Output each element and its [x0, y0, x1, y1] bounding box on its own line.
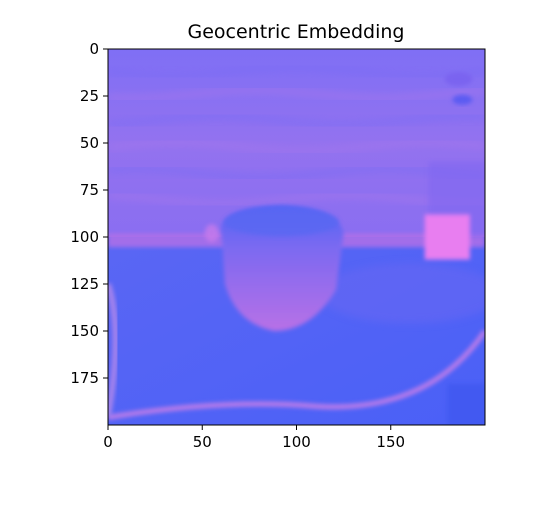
y-tick-label: 175	[70, 369, 99, 387]
y-tick-label: 25	[80, 87, 99, 105]
wall-stripe	[108, 112, 485, 129]
x-tick-label: 150	[376, 433, 405, 451]
y-tick-label: 150	[70, 322, 99, 340]
y-tick-label: 50	[80, 134, 99, 152]
object-top	[224, 207, 339, 236]
y-tick-label: 125	[70, 275, 99, 293]
wall-fixture	[452, 94, 473, 105]
object-shadow	[204, 224, 219, 243]
left-edge	[108, 283, 119, 417]
y-tick-label: 100	[70, 228, 99, 246]
table-shading	[319, 263, 485, 324]
wall-fixture	[444, 72, 473, 87]
dark-corner	[447, 383, 485, 425]
table-rim	[108, 329, 485, 420]
x-tick-label: 100	[282, 433, 311, 451]
x-axis: 0 50 100 150	[103, 425, 405, 451]
wall-stripe	[108, 165, 485, 181]
wall-stripe	[108, 63, 485, 80]
region-pink-patch	[424, 214, 470, 260]
y-tick-label: 0	[89, 40, 99, 58]
wall-stripe	[108, 86, 485, 102]
region-cylindrical-object	[221, 205, 344, 331]
x-tick-label: 0	[103, 433, 113, 451]
wall-stripe	[108, 139, 485, 155]
heatmap-image	[108, 49, 485, 425]
chart-title: Geocentric Embedding	[187, 21, 404, 43]
y-axis: 0 25 50 75 100 125 150 175	[70, 40, 108, 387]
y-tick-label: 75	[80, 181, 99, 199]
x-tick-label: 50	[193, 433, 212, 451]
wall-stripe	[108, 191, 485, 207]
